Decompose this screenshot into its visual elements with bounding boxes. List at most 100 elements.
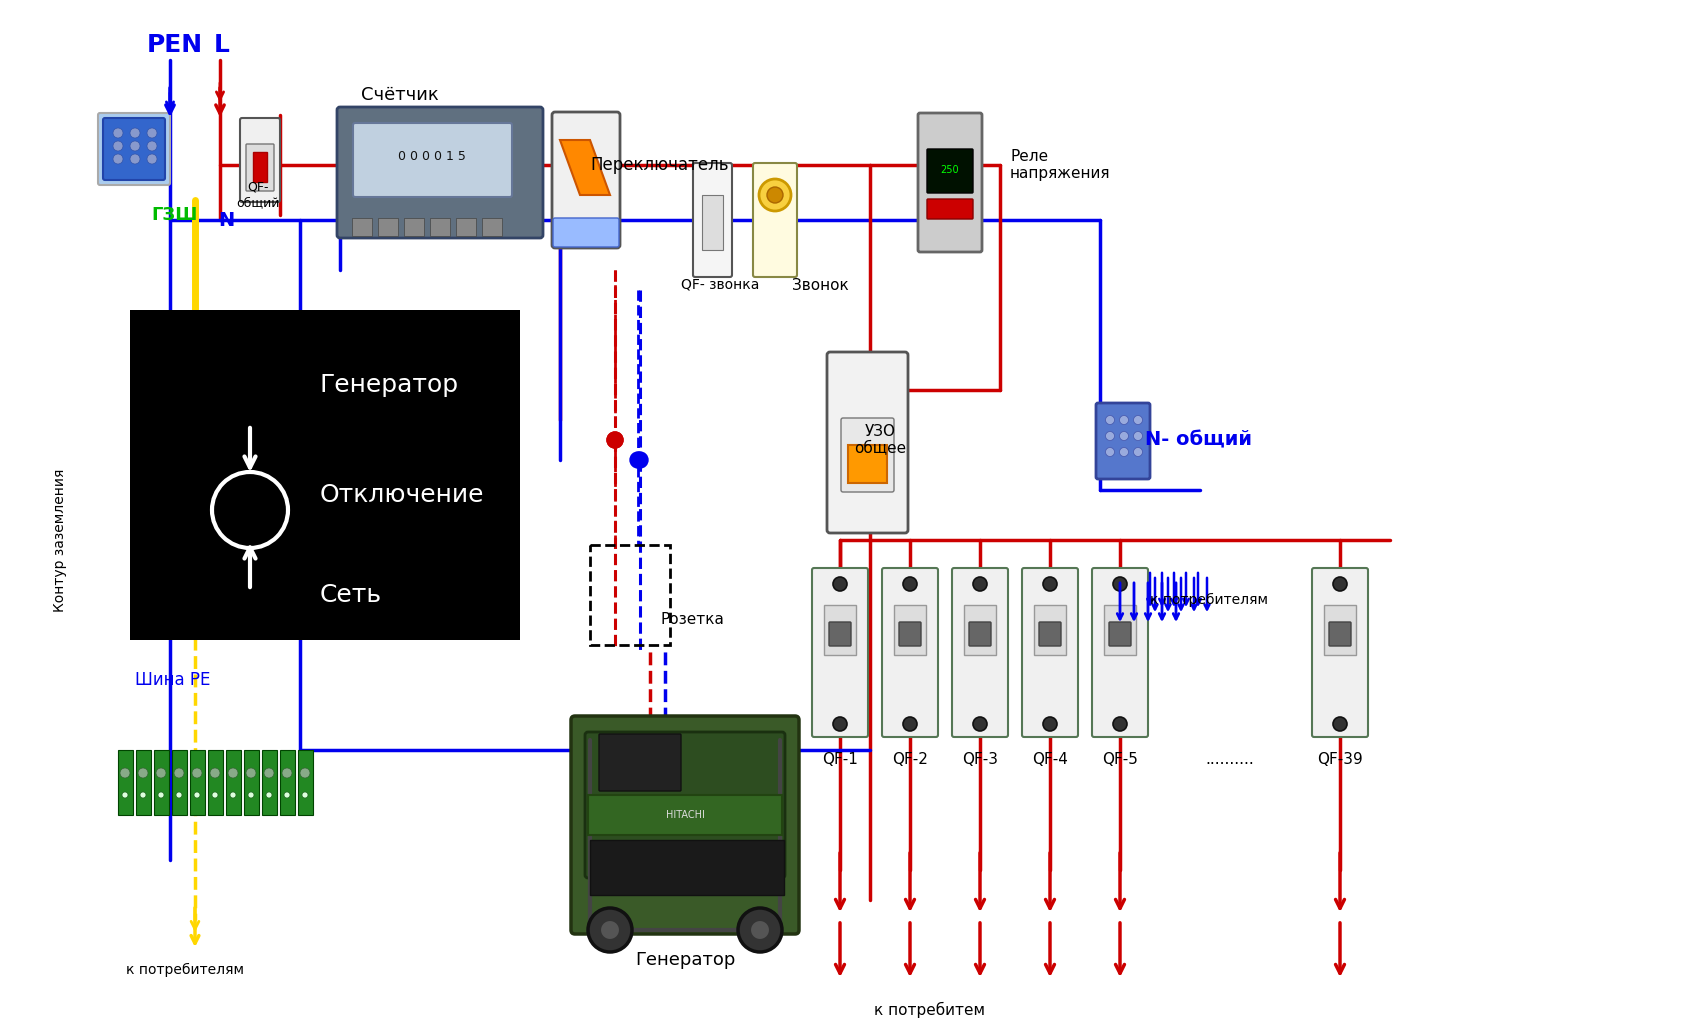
Circle shape [750,920,770,940]
Circle shape [600,920,620,940]
Text: L: L [214,33,229,57]
FancyBboxPatch shape [352,123,512,197]
Circle shape [1105,431,1114,440]
Text: QF-2: QF-2 [891,753,928,768]
Circle shape [158,792,163,798]
FancyBboxPatch shape [239,118,280,202]
Circle shape [227,768,238,778]
Circle shape [192,768,202,778]
Circle shape [121,792,128,798]
Circle shape [738,908,782,952]
Text: к потребителям: к потребителям [1149,593,1269,607]
Text: QF-39: QF-39 [1318,753,1363,768]
Circle shape [285,792,290,798]
Circle shape [607,432,623,449]
Circle shape [120,768,130,778]
FancyBboxPatch shape [969,622,991,646]
Circle shape [972,577,987,591]
Circle shape [194,792,201,798]
FancyBboxPatch shape [1095,403,1149,479]
Text: PEN: PEN [147,33,204,57]
FancyBboxPatch shape [918,113,982,252]
FancyBboxPatch shape [927,199,972,219]
FancyBboxPatch shape [1313,568,1368,737]
Circle shape [767,187,784,203]
Circle shape [130,128,140,138]
Bar [1324,605,1356,655]
Bar [298,750,313,815]
Text: Переключатель: Переключатель [590,156,728,174]
Text: QF- звонка: QF- звонка [681,278,760,292]
Bar [377,218,398,236]
Circle shape [1043,717,1056,731]
Text: Звонок: Звонок [792,278,848,293]
Bar [244,750,259,815]
Circle shape [607,432,623,449]
Text: Сеть: Сеть [320,583,382,607]
FancyBboxPatch shape [812,568,868,737]
Circle shape [903,717,917,731]
Circle shape [832,577,848,591]
Bar [590,840,784,895]
FancyBboxPatch shape [98,113,170,185]
Text: 0 0 0 0 1 5: 0 0 0 0 1 5 [398,151,467,164]
Bar [207,750,222,815]
Circle shape [1114,717,1127,731]
FancyBboxPatch shape [753,163,797,278]
Text: Розетка: Розетка [661,612,725,628]
Bar [153,750,169,815]
Circle shape [147,154,157,164]
FancyBboxPatch shape [927,150,972,193]
Circle shape [138,768,148,778]
Circle shape [147,141,157,151]
Circle shape [130,141,140,151]
Circle shape [157,768,167,778]
Circle shape [1134,447,1142,457]
Text: ..........: .......... [1206,753,1254,768]
Circle shape [903,577,917,591]
Text: Генератор: Генератор [320,373,458,397]
Circle shape [1119,416,1129,425]
FancyBboxPatch shape [103,118,165,180]
Bar [226,750,241,815]
Text: QF-
общий: QF- общий [236,181,280,209]
Text: Отключение: Отключение [320,483,485,507]
Circle shape [302,792,308,798]
Text: N: N [217,211,234,229]
Text: к потребителям: к потребителям [126,963,244,977]
Text: QF-1: QF-1 [822,753,858,768]
Circle shape [1114,577,1127,591]
Circle shape [832,717,848,731]
Text: УЗО
общее: УЗО общее [854,424,907,457]
FancyBboxPatch shape [337,106,543,238]
Circle shape [175,792,182,798]
Circle shape [229,792,236,798]
Bar [280,750,295,815]
Circle shape [1105,447,1114,457]
Text: QF-5: QF-5 [1102,753,1137,768]
Circle shape [1333,717,1346,731]
Circle shape [266,792,271,798]
FancyBboxPatch shape [246,144,275,191]
Text: к потребитем: к потребитем [875,1001,986,1018]
Text: Генератор: Генератор [635,951,735,969]
Text: HITACHI: HITACHI [666,810,704,820]
FancyBboxPatch shape [553,112,620,248]
Text: Счётчик: Счётчик [361,86,438,104]
Bar [118,750,133,815]
Bar [1104,605,1136,655]
FancyBboxPatch shape [900,622,922,646]
Circle shape [1134,416,1142,425]
Circle shape [113,128,123,138]
Bar [172,750,187,815]
Bar [261,750,276,815]
Circle shape [281,768,292,778]
Bar [136,750,152,815]
Circle shape [1134,431,1142,440]
Circle shape [248,792,254,798]
Circle shape [212,792,217,798]
Circle shape [113,154,123,164]
FancyBboxPatch shape [841,418,895,492]
Circle shape [758,179,790,211]
Text: QF-3: QF-3 [962,753,998,768]
